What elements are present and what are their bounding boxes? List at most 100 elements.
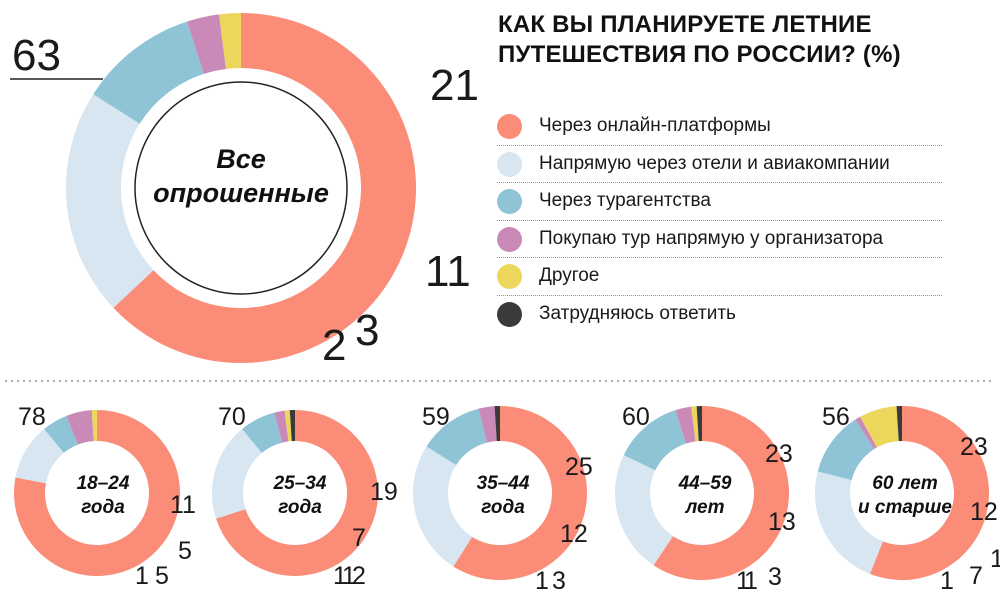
legend-swatch-organizer (497, 226, 522, 252)
donut-slice-agency (426, 408, 488, 466)
donut-slice-other (860, 406, 899, 448)
group-donut (815, 406, 989, 580)
group-center-line: и старше (858, 497, 952, 518)
legend-swatch-direct (497, 151, 522, 177)
group-center-line: лет (685, 497, 725, 518)
group-center-line: 60 лет (872, 473, 938, 494)
value-label-other: 1 (135, 562, 149, 590)
group-donut (212, 410, 378, 576)
donut-slice-organizer (675, 406, 696, 444)
legend-item-direct: Напрямую через отели и авиакомпании (497, 146, 942, 183)
legend: Через онлайн-платформы Напрямую через от… (497, 108, 942, 333)
value-label-direct: 21 (430, 61, 479, 110)
donut-slice-direct (815, 471, 883, 574)
donut-slice-online (453, 406, 587, 580)
value-label-online: 60 (622, 403, 650, 431)
legend-label-undecided: Затрудняюсь ответить (539, 302, 736, 324)
value-label-undecided: 1 (736, 567, 750, 595)
value-label-agency: 11 (425, 247, 471, 296)
value-label-organizer: 3 (552, 567, 566, 595)
value-label-organizer: 1 (990, 545, 1000, 573)
group-center-label-44-59: 44–59 лет (650, 472, 760, 520)
donut-slice-direct (615, 455, 674, 566)
group-center-line: 35–44 (476, 473, 530, 494)
group-donut (615, 406, 789, 580)
value-label-direct: 23 (765, 440, 793, 468)
group-donut (13, 410, 180, 576)
chart-title-line-1: КАК ВЫ ПЛАНИРУЕТЕ ЛЕТНИЕ (498, 11, 872, 38)
group-center-line: года (81, 497, 125, 518)
donut-slice-online (653, 406, 789, 580)
donut-slice-online (216, 410, 378, 576)
main-donut (65, 13, 416, 363)
legend-swatch-other (497, 264, 522, 289)
value-label-other: 1 (342, 562, 356, 590)
donut-slice-agency (623, 410, 687, 471)
legend-label-organizer: Покупаю тур напрямую у организатора (539, 227, 884, 249)
legend-item-online: Через онлайн-платформы (497, 108, 942, 146)
donut-slice-direct (65, 94, 154, 308)
legend-item-other: Другое (497, 258, 942, 296)
value-label-online: 59 (422, 403, 450, 431)
donut-slice-other (219, 13, 241, 69)
donut-slice-online (113, 13, 416, 363)
group-center-label-35-44: 35–44 года (448, 472, 558, 520)
value-label-agency: 13 (768, 508, 796, 536)
value-label-organizer: 3 (768, 563, 782, 591)
legend-item-organizer: Покупаю тур напрямую у организатора (497, 221, 942, 258)
value-label-direct: 25 (565, 453, 593, 481)
group-center-label-25-34: 25–34 года (245, 472, 355, 520)
value-label-organizer: 2 (352, 562, 366, 590)
group-center-line: 44–59 (678, 473, 732, 494)
donut-slice-organizer (186, 14, 226, 74)
donut-slice-undecided (289, 410, 295, 442)
donut-slice-online (869, 406, 989, 580)
legend-label-online: Через онлайн-платформы (539, 115, 771, 136)
group-center-label-18-24: 18–24 года (48, 472, 158, 520)
donut-slice-undecided (494, 406, 500, 442)
value-label-undecided: 1 (535, 567, 549, 595)
donut-slice-other (284, 410, 292, 442)
main-donut-center-label: Все опрошенные (136, 142, 346, 210)
value-label-online: 56 (822, 403, 850, 431)
value-label-direct: 11 (170, 491, 196, 519)
legend-swatch-undecided (497, 301, 522, 327)
group-center-label-60-plus: 60 лет и старше (850, 472, 960, 520)
main-center-line-2: опрошенные (153, 178, 329, 208)
donut-slice-agency (817, 419, 875, 481)
donut-slice-agency (242, 412, 283, 453)
legend-item-undecided: Затрудняюсь ответить (497, 296, 942, 334)
value-label-agency: 5 (178, 537, 192, 565)
donut-slice-online (13, 410, 180, 576)
group-center-line: года (278, 497, 322, 518)
value-label-direct: 19 (370, 478, 398, 506)
donut-slice-organizer (66, 410, 94, 445)
value-label-undecided: 1 (333, 562, 347, 590)
value-label-online: 70 (218, 403, 246, 431)
group-center-line: 18–24 (76, 473, 130, 494)
main-center-line-1: Все (216, 144, 266, 174)
value-label-organizer: 3 (355, 306, 379, 355)
donut-slice-direct (212, 429, 262, 519)
legend-label-other: Другое (539, 265, 600, 286)
value-label-organizer: 5 (155, 562, 169, 590)
legend-swatch-agency (497, 189, 522, 214)
donut-slice-agency (44, 415, 78, 453)
legend-swatch-online (497, 114, 522, 139)
donut-slice-undecided (896, 406, 902, 442)
donut-slice-other (91, 410, 97, 442)
donut-slice-other (691, 406, 699, 442)
donut-slice-organizer (855, 416, 877, 450)
donut-slice-agency (93, 21, 204, 124)
donut-slice-direct (412, 446, 473, 567)
value-label-agency: 7 (352, 524, 366, 552)
center-ring (134, 81, 348, 295)
value-label-direct: 23 (960, 433, 988, 461)
value-label-undecided: 1 (940, 567, 954, 595)
donut-slice-organizer (478, 406, 497, 443)
group-donut (412, 406, 587, 580)
donut-slice-direct (15, 429, 64, 484)
legend-label-direct: Напрямую через отели и авиакомпании (539, 152, 890, 174)
value-label-online: 78 (18, 403, 46, 431)
value-label-agency: 12 (560, 520, 588, 548)
